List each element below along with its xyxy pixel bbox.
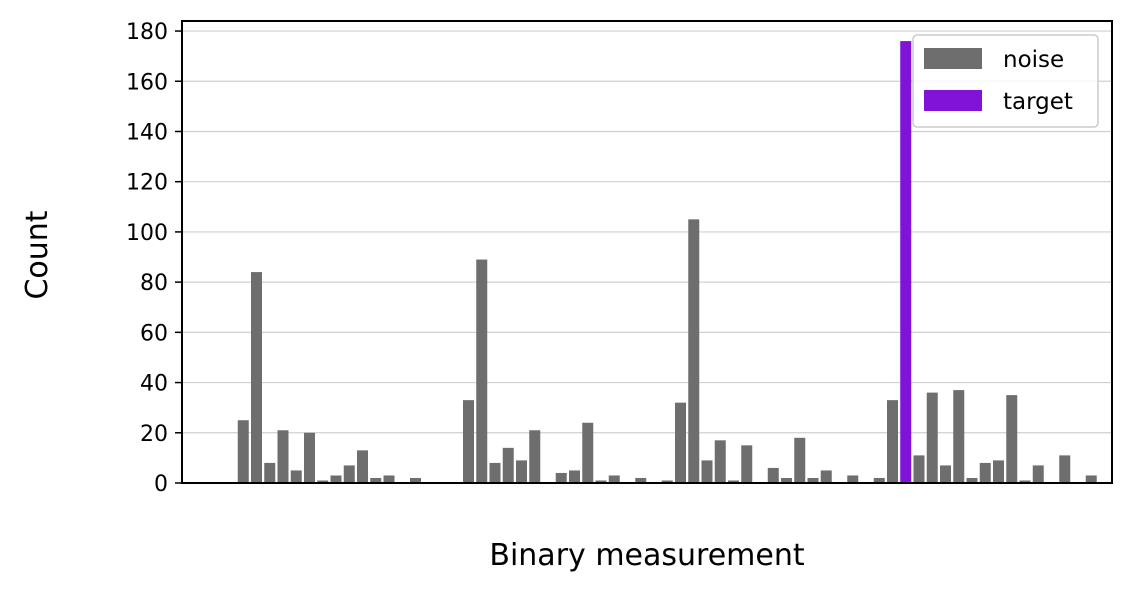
bar-noise (675, 402, 686, 483)
bar-noise (555, 472, 567, 483)
bar-noise (953, 390, 965, 483)
legend-label-target: target (1003, 89, 1073, 115)
bar-noise (926, 392, 938, 483)
bar-noise (966, 477, 978, 483)
bar-target (900, 41, 912, 484)
bar-noise (290, 470, 302, 483)
bar-noise (635, 477, 647, 483)
bar-noise (847, 475, 859, 483)
bar-noise (688, 219, 700, 484)
bar-noise (237, 420, 249, 483)
bar-noise (476, 259, 488, 483)
y-tick-label: 180 (126, 20, 168, 45)
bar-noise (463, 400, 474, 483)
bar-noise (608, 475, 620, 483)
bar-noise (251, 272, 262, 483)
bar-noise (701, 460, 713, 483)
bar-noise (728, 480, 739, 483)
plot-frame (181, 20, 1113, 484)
bar-noise (873, 477, 885, 483)
bar-noise (370, 477, 382, 483)
y-axis-ticks: 0 20 40 60 80 100 120 140 160 180 (126, 20, 182, 497)
bar-noise (1006, 395, 1018, 483)
bar-noise (330, 475, 342, 483)
gridlines (182, 30, 1112, 434)
bars (237, 41, 1097, 484)
bar-noise (582, 422, 594, 483)
y-tick-label: 140 (126, 120, 168, 145)
bar-noise (343, 465, 355, 483)
y-tick-label: 100 (126, 221, 168, 246)
y-tick-label: 80 (140, 271, 168, 296)
bar-noise (1085, 475, 1097, 483)
bar-noise (502, 447, 514, 483)
bar-noise (913, 455, 925, 483)
bar-noise (781, 477, 792, 483)
bar-noise (979, 462, 991, 483)
bar-noise (569, 470, 580, 483)
bar-noise (807, 477, 819, 483)
bar-noise (887, 400, 898, 483)
bar-noise (317, 480, 329, 483)
bar-noise (277, 430, 289, 483)
bar-noise (820, 470, 832, 483)
legend-label-noise: noise (1003, 47, 1064, 73)
bar-noise (357, 450, 368, 483)
bar-noise (1019, 480, 1031, 483)
y-tick-label: 0 (154, 472, 168, 497)
legend-swatch-noise (924, 48, 982, 69)
bar-noise (264, 462, 276, 483)
bar-noise (794, 437, 806, 483)
bar-noise (741, 445, 753, 483)
y-tick-label: 60 (140, 321, 168, 346)
bar-noise (516, 460, 527, 483)
bar-noise (529, 430, 541, 483)
y-tick-label: 120 (126, 171, 168, 196)
x-axis-title: Binary measurement (489, 538, 804, 573)
y-tick-label: 160 (126, 70, 168, 95)
bar-noise (661, 480, 673, 483)
bar-noise (993, 460, 1004, 483)
y-axis-title: Count (20, 210, 55, 299)
legend-swatch-target (924, 90, 982, 111)
y-tick-label: 20 (140, 422, 168, 447)
bar-noise (595, 480, 607, 483)
bar-noise (489, 462, 501, 483)
bar-noise (767, 467, 779, 483)
bar-noise (1032, 465, 1044, 483)
y-tick-label: 40 (140, 372, 168, 397)
legend: noise target (912, 34, 1099, 128)
bar-noise (383, 475, 395, 483)
bar-noise (940, 465, 951, 483)
bar-noise (410, 477, 421, 483)
bar-noise (1059, 455, 1071, 483)
bar-noise (714, 440, 726, 483)
bar-noise (304, 432, 315, 483)
